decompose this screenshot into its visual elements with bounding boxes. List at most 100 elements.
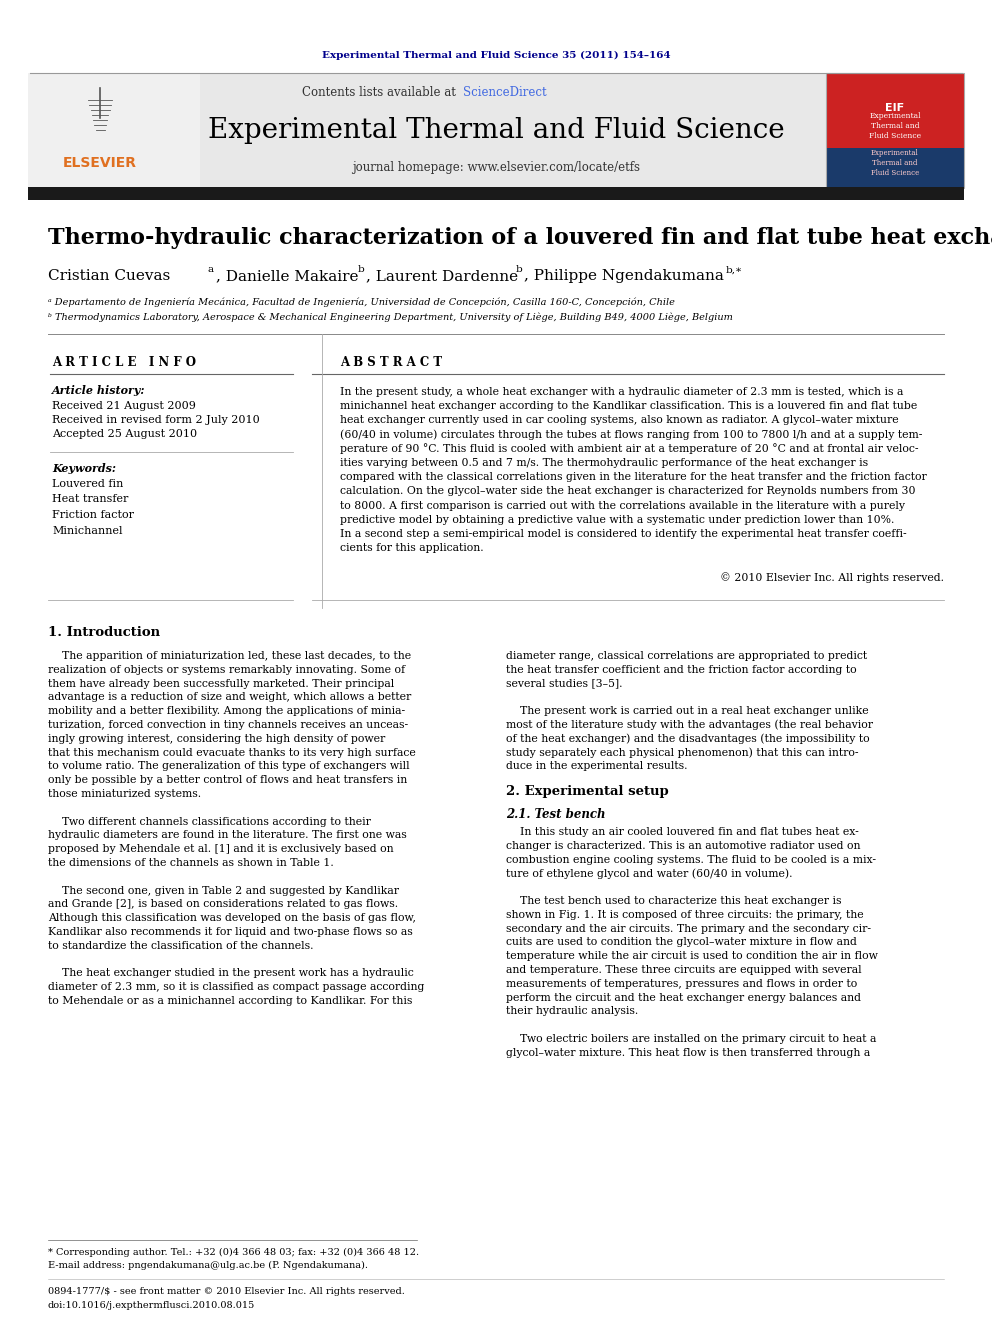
Text: a: a xyxy=(208,266,214,274)
Bar xyxy=(826,148,964,188)
Text: Keywords:: Keywords: xyxy=(52,463,116,474)
Text: heat exchanger currently used in car cooling systems, also known as radiator. A : heat exchanger currently used in car coo… xyxy=(340,415,899,426)
Text: Received in revised form 2 July 2010: Received in revised form 2 July 2010 xyxy=(52,415,260,425)
Text: EIF: EIF xyxy=(886,103,905,112)
Text: turization, forced convection in tiny channels receives an unceas-: turization, forced convection in tiny ch… xyxy=(48,720,408,730)
Text: that this mechanism could evacuate thanks to its very high surface: that this mechanism could evacuate thank… xyxy=(48,747,416,758)
Text: those miniaturized systems.: those miniaturized systems. xyxy=(48,789,201,799)
Text: Thermo-hydraulic characterization of a louvered fin and flat tube heat exchanger: Thermo-hydraulic characterization of a l… xyxy=(48,228,992,249)
Text: diameter of 2.3 mm, so it is classified as compact passage according: diameter of 2.3 mm, so it is classified … xyxy=(48,982,425,992)
Text: them have already been successfully marketed. Their principal: them have already been successfully mark… xyxy=(48,679,394,688)
Text: The heat exchanger studied in the present work has a hydraulic: The heat exchanger studied in the presen… xyxy=(48,968,414,979)
Text: Two different channels classifications according to their: Two different channels classifications a… xyxy=(48,816,371,827)
Text: , Danielle Makaire: , Danielle Makaire xyxy=(216,269,363,283)
Text: duce in the experimental results.: duce in the experimental results. xyxy=(506,762,687,771)
Text: , Laurent Dardenne: , Laurent Dardenne xyxy=(366,269,523,283)
Text: ELSEVIER: ELSEVIER xyxy=(63,156,137,169)
Text: b,∗: b,∗ xyxy=(726,266,743,274)
Text: 2.1. Test bench: 2.1. Test bench xyxy=(506,807,605,820)
Text: A B S T R A C T: A B S T R A C T xyxy=(340,356,442,369)
Text: The apparition of miniaturization led, these last decades, to the: The apparition of miniaturization led, t… xyxy=(48,651,411,662)
Text: In this study an air cooled louvered fin and flat tubes heat ex-: In this study an air cooled louvered fin… xyxy=(506,827,859,837)
Text: their hydraulic analysis.: their hydraulic analysis. xyxy=(506,1007,638,1016)
Text: ᵇ Thermodynamics Laboratory, Aerospace & Mechanical Engineering Department, Univ: ᵇ Thermodynamics Laboratory, Aerospace &… xyxy=(48,312,733,321)
Text: The present work is carried out in a real heat exchanger unlike: The present work is carried out in a rea… xyxy=(506,706,869,716)
Text: Kandlikar also recommends it for liquid and two-phase flows so as: Kandlikar also recommends it for liquid … xyxy=(48,927,413,937)
Text: ities varying between 0.5 and 7 m/s. The thermohydraulic performance of the heat: ities varying between 0.5 and 7 m/s. The… xyxy=(340,458,868,468)
Text: Two electric boilers are installed on the primary circuit to heat a: Two electric boilers are installed on th… xyxy=(506,1035,876,1044)
Text: E-mail address: pngendakumana@ulg.ac.be (P. Ngendakumana).: E-mail address: pngendakumana@ulg.ac.be … xyxy=(48,1261,368,1270)
Text: secondary and the air circuits. The primary and the secondary cir-: secondary and the air circuits. The prim… xyxy=(506,923,871,934)
Text: cuits are used to condition the glycol–water mixture in flow and: cuits are used to condition the glycol–w… xyxy=(506,938,857,947)
Text: © 2010 Elsevier Inc. All rights reserved.: © 2010 Elsevier Inc. All rights reserved… xyxy=(720,573,944,583)
Text: temperature while the air circuit is used to condition the air in flow: temperature while the air circuit is use… xyxy=(506,951,878,962)
Text: Cristian Cuevas: Cristian Cuevas xyxy=(48,269,176,283)
Text: Louvered fin: Louvered fin xyxy=(52,479,123,490)
Text: Friction factor: Friction factor xyxy=(52,509,134,520)
Text: combustion engine cooling systems. The fluid to be cooled is a mix-: combustion engine cooling systems. The f… xyxy=(506,855,876,865)
Text: Article history:: Article history: xyxy=(52,385,146,396)
Text: In the present study, a whole heat exchanger with a hydraulic diameter of 2.3 mm: In the present study, a whole heat excha… xyxy=(340,388,904,397)
Text: to Mehendale or as a minichannel according to Kandlikar. For this: to Mehendale or as a minichannel accordi… xyxy=(48,996,413,1005)
Text: perform the circuit and the heat exchanger energy balances and: perform the circuit and the heat exchang… xyxy=(506,992,861,1003)
Text: Heat transfer: Heat transfer xyxy=(52,495,128,504)
Bar xyxy=(826,73,964,188)
Text: to 8000. A first comparison is carried out with the correlations available in th: to 8000. A first comparison is carried o… xyxy=(340,500,905,511)
Text: (60/40 in volume) circulates through the tubes at flows ranging from 100 to 7800: (60/40 in volume) circulates through the… xyxy=(340,430,923,439)
Text: realization of objects or systems remarkably innovating. Some of: realization of objects or systems remark… xyxy=(48,664,405,675)
Text: shown in Fig. 1. It is composed of three circuits: the primary, the: shown in Fig. 1. It is composed of three… xyxy=(506,910,864,919)
Text: 2. Experimental setup: 2. Experimental setup xyxy=(506,786,669,799)
Text: In a second step a semi-empirical model is considered to identify the experiment: In a second step a semi-empirical model … xyxy=(340,529,907,538)
Text: changer is characterized. This is an automotive radiator used on: changer is characterized. This is an aut… xyxy=(506,841,860,851)
Text: only be possible by a better control of flows and heat transfers in: only be possible by a better control of … xyxy=(48,775,408,785)
Text: of the heat exchanger) and the disadvantages (the impossibility to: of the heat exchanger) and the disadvant… xyxy=(506,733,870,744)
Text: 1. Introduction: 1. Introduction xyxy=(48,626,160,639)
Text: Received 21 August 2009: Received 21 August 2009 xyxy=(52,401,195,411)
Text: ingly growing interest, considering the high density of power: ingly growing interest, considering the … xyxy=(48,734,385,744)
Text: Although this classification was developed on the basis of gas flow,: Although this classification was develop… xyxy=(48,913,416,923)
Text: Experimental Thermal and Fluid Science: Experimental Thermal and Fluid Science xyxy=(207,116,785,143)
Text: ture of ethylene glycol and water (60/40 in volume).: ture of ethylene glycol and water (60/40… xyxy=(506,868,793,878)
Text: diameter range, classical correlations are appropriated to predict: diameter range, classical correlations a… xyxy=(506,651,867,662)
Text: hydraulic diameters are found in the literature. The first one was: hydraulic diameters are found in the lit… xyxy=(48,831,407,840)
Text: Accepted 25 August 2010: Accepted 25 August 2010 xyxy=(52,429,197,439)
Text: and Grande [2], is based on considerations related to gas flows.: and Grande [2], is based on consideratio… xyxy=(48,900,398,909)
Text: and temperature. These three circuits are equipped with several: and temperature. These three circuits ar… xyxy=(506,964,862,975)
Text: b: b xyxy=(516,266,523,274)
Text: Experimental
Thermal and
Fluid Science: Experimental Thermal and Fluid Science xyxy=(871,149,920,177)
Text: , Philippe Ngendakumana: , Philippe Ngendakumana xyxy=(524,269,729,283)
Text: Experimental Thermal and Fluid Science 35 (2011) 154–164: Experimental Thermal and Fluid Science 3… xyxy=(321,50,671,60)
Text: ScienceDirect: ScienceDirect xyxy=(463,86,547,99)
Text: advantage is a reduction of size and weight, which allows a better: advantage is a reduction of size and wei… xyxy=(48,692,412,703)
Text: predictive model by obtaining a predictive value with a systematic under predict: predictive model by obtaining a predicti… xyxy=(340,515,895,525)
Text: measurements of temperatures, pressures and flows in order to: measurements of temperatures, pressures … xyxy=(506,979,857,988)
Text: glycol–water mixture. This heat flow is then transferred through a: glycol–water mixture. This heat flow is … xyxy=(506,1048,870,1058)
Text: journal homepage: www.elsevier.com/locate/etfs: journal homepage: www.elsevier.com/locat… xyxy=(352,160,640,173)
Bar xyxy=(28,73,964,188)
Text: the dimensions of the channels as shown in Table 1.: the dimensions of the channels as shown … xyxy=(48,859,333,868)
Text: mobility and a better flexibility. Among the applications of minia-: mobility and a better flexibility. Among… xyxy=(48,706,405,716)
Bar xyxy=(28,73,200,188)
Text: The test bench used to characterize this heat exchanger is: The test bench used to characterize this… xyxy=(506,896,841,906)
Text: A R T I C L E   I N F O: A R T I C L E I N F O xyxy=(52,356,196,369)
Text: calculation. On the glycol–water side the heat exchanger is characterized for Re: calculation. On the glycol–water side th… xyxy=(340,487,916,496)
Text: to standardize the classification of the channels.: to standardize the classification of the… xyxy=(48,941,313,951)
Text: perature of 90 °C. This fluid is cooled with ambient air at a temperature of 20 : perature of 90 °C. This fluid is cooled … xyxy=(340,443,919,454)
Bar xyxy=(28,187,964,200)
Text: study separately each physical phenomenon) that this can intro-: study separately each physical phenomeno… xyxy=(506,747,858,758)
Text: doi:10.1016/j.expthermflusci.2010.08.015: doi:10.1016/j.expthermflusci.2010.08.015 xyxy=(48,1302,255,1311)
Text: Minichannel: Minichannel xyxy=(52,525,122,536)
Text: most of the literature study with the advantages (the real behavior: most of the literature study with the ad… xyxy=(506,720,873,730)
Text: several studies [3–5].: several studies [3–5]. xyxy=(506,679,623,688)
Text: the heat transfer coefficient and the friction factor according to: the heat transfer coefficient and the fr… xyxy=(506,664,857,675)
Bar xyxy=(826,73,964,148)
Text: Experimental
Thermal and
Fluid Science: Experimental Thermal and Fluid Science xyxy=(869,111,921,140)
Text: 0894-1777/$ - see front matter © 2010 Elsevier Inc. All rights reserved.: 0894-1777/$ - see front matter © 2010 El… xyxy=(48,1287,405,1297)
Text: The second one, given in Table 2 and suggested by Kandlikar: The second one, given in Table 2 and sug… xyxy=(48,885,399,896)
Text: compared with the classical correlations given in the literature for the heat tr: compared with the classical correlations… xyxy=(340,472,927,482)
Text: ᵃ Departamento de Ingeniería Mecánica, Facultad de Ingeniería, Universidad de Co: ᵃ Departamento de Ingeniería Mecánica, F… xyxy=(48,298,675,307)
Text: minichannel heat exchanger according to the Kandlikar classification. This is a : minichannel heat exchanger according to … xyxy=(340,401,918,411)
Text: to volume ratio. The generalization of this type of exchangers will: to volume ratio. The generalization of t… xyxy=(48,762,410,771)
Text: cients for this application.: cients for this application. xyxy=(340,544,484,553)
Text: Contents lists available at: Contents lists available at xyxy=(303,86,460,99)
